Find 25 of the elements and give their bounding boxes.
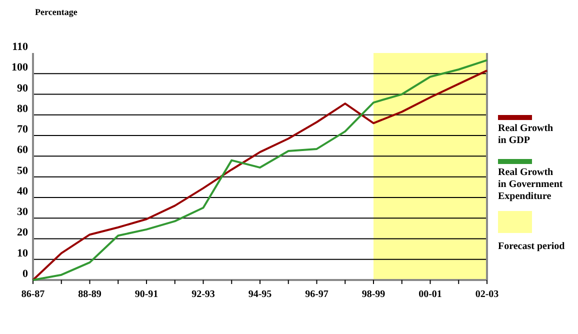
x-tick-label: 92-93 xyxy=(192,289,215,300)
x-tick-label: 98-99 xyxy=(362,289,386,300)
y-tick-label: 30 xyxy=(17,206,28,218)
y-tick-label: 50 xyxy=(17,164,28,177)
y-axis-title: Percentage xyxy=(35,7,78,17)
x-tick-label: 88-89 xyxy=(78,289,102,300)
y-tick-label: 90 xyxy=(17,82,28,94)
x-tick-label: 00-01 xyxy=(418,289,442,300)
y-tick-label: 110 xyxy=(12,41,28,53)
y-tick-label: 0 xyxy=(22,268,28,280)
x-tick-label: 86-87 xyxy=(21,289,45,300)
x-tick-label: 90-91 xyxy=(134,289,158,300)
legend-label: Real Growth in GDP xyxy=(498,123,554,146)
y-tick-label: 10 xyxy=(17,247,28,260)
y-tick-label: 20 xyxy=(17,226,28,239)
x-tick-label: 94-95 xyxy=(248,289,272,300)
y-tick-label: 70 xyxy=(17,124,28,136)
legend-label: Real Growth in Government Expenditure xyxy=(498,167,564,202)
y-tick-label: 80 xyxy=(17,102,28,115)
y-tick-label: 60 xyxy=(17,144,28,156)
x-tick-label: 02-03 xyxy=(475,289,499,300)
band-label: Forecast period xyxy=(498,241,566,252)
y-tick-label: 40 xyxy=(17,185,28,198)
x-tick-label: 96-97 xyxy=(305,289,328,300)
y-tick-label: 100 xyxy=(12,62,28,74)
